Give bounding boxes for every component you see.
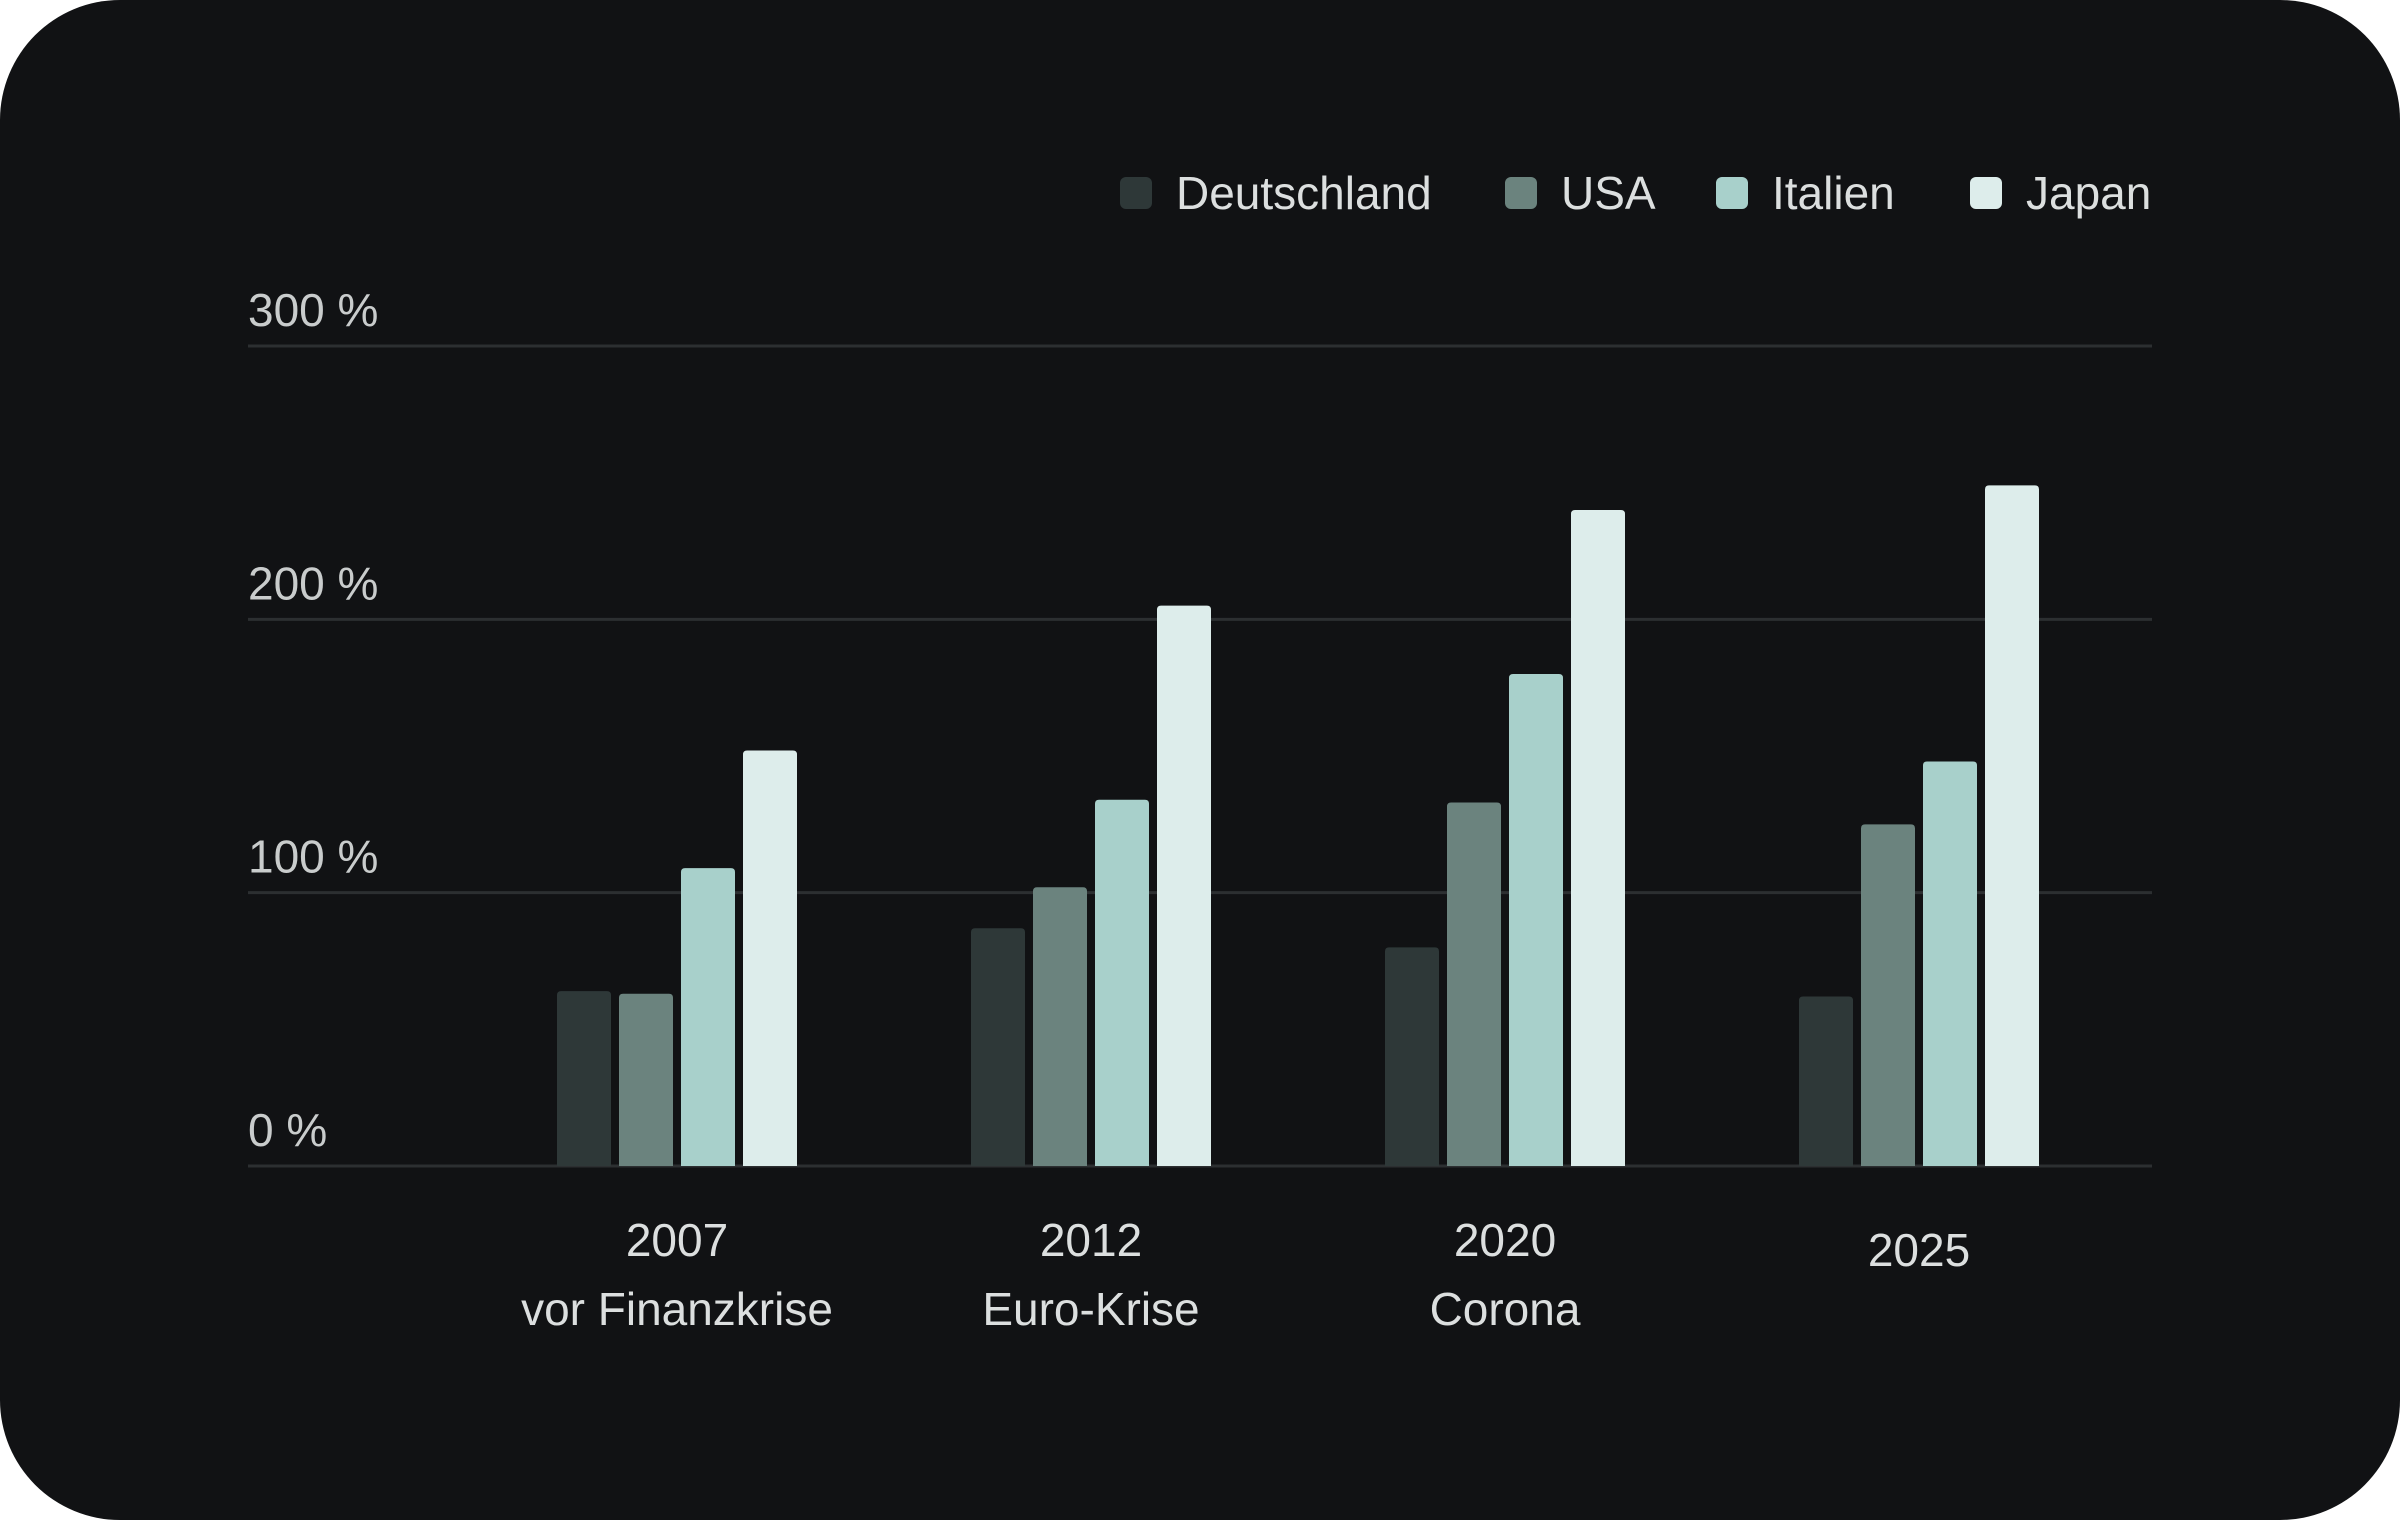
bar-japan-2025	[1985, 485, 2039, 1166]
bar-deutschland-2012	[971, 928, 1025, 1166]
bar-italien-2020	[1509, 674, 1563, 1166]
bar-japan-2007	[743, 750, 797, 1166]
x-tick-sublabel: Corona	[1430, 1283, 1581, 1335]
x-tick-label: 2007	[626, 1214, 728, 1266]
legend: Deutschland USA Italien Japan	[1120, 167, 2151, 219]
y-tick-label: 100 %	[248, 831, 378, 883]
bar-italien-2025	[1923, 761, 1977, 1166]
x-tick-label: 2012	[1040, 1214, 1142, 1266]
bar-usa-2007	[619, 993, 673, 1166]
bar-italien-2012	[1095, 799, 1149, 1166]
bar-usa-2012	[1033, 887, 1087, 1166]
y-axis-ticks: 0 % 100 % 200 % 300 %	[248, 284, 378, 1156]
legend-label-usa: USA	[1561, 167, 1656, 219]
legend-swatch-usa	[1505, 177, 1537, 209]
x-tick-sublabel: Euro-Krise	[982, 1283, 1199, 1335]
x-tick-label: 2020	[1454, 1214, 1556, 1266]
bar-deutschland-2025	[1799, 996, 1853, 1166]
x-tick-sublabel: vor Finanzkrise	[521, 1283, 833, 1335]
bar-italien-2007	[681, 868, 735, 1166]
legend-swatch-japan	[1970, 177, 2002, 209]
bar-deutschland-2007	[557, 991, 611, 1166]
legend-swatch-deutschland	[1120, 177, 1152, 209]
legend-label-japan: Japan	[2026, 167, 2151, 219]
y-tick-label: 300 %	[248, 284, 378, 336]
bar-japan-2012	[1157, 605, 1211, 1166]
x-tick-label: 2025	[1868, 1224, 1970, 1276]
bar-japan-2020	[1571, 510, 1625, 1166]
legend-label-deutschland: Deutschland	[1176, 167, 1432, 219]
bar-usa-2025	[1861, 824, 1915, 1166]
bar-usa-2020	[1447, 802, 1501, 1166]
bars	[557, 485, 2039, 1166]
y-tick-label: 0 %	[248, 1104, 327, 1156]
y-tick-label: 200 %	[248, 557, 378, 609]
x-axis-labels: 2007 vor Finanzkrise 2012 Euro-Krise 2020 Cor…	[521, 1214, 1970, 1335]
legend-label-italien: Italien	[1772, 167, 1895, 219]
bar-deutschland-2020	[1385, 947, 1439, 1166]
legend-swatch-italien	[1716, 177, 1748, 209]
